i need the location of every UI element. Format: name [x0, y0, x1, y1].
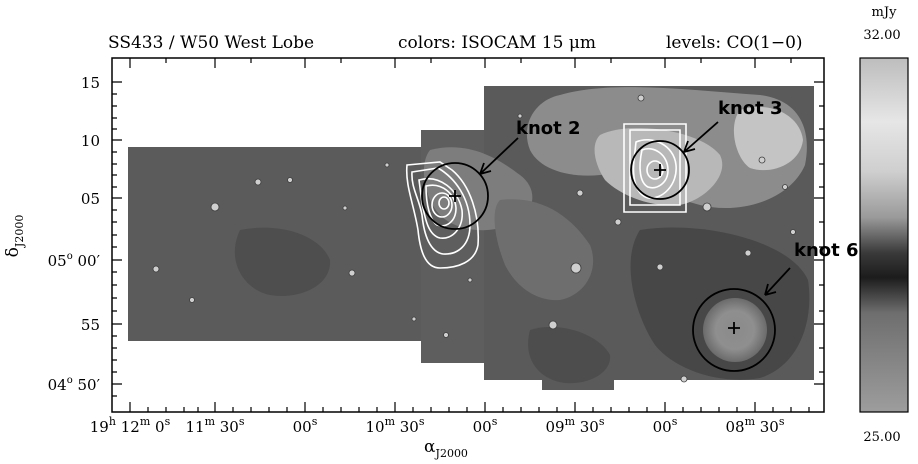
- contour-group-knot2: [405, 161, 480, 269]
- colorbar-min-label: 25.00: [863, 430, 900, 445]
- title-colors: colors: ISOCAM 15 μm: [398, 33, 596, 53]
- knot-2-cross: [449, 190, 461, 202]
- knot-2-arrow: [479, 137, 519, 175]
- knot-3-label: knot 3: [718, 98, 783, 119]
- co-contours: [405, 123, 687, 269]
- colorbar-unit: mJy: [872, 5, 898, 20]
- isocam-image: [128, 86, 814, 390]
- x-tick-label: 00s: [653, 415, 678, 436]
- y-tick-labels: 15 10 05 05o 00′ 55 04o 50′: [48, 74, 101, 394]
- y-ticks-right: [814, 81, 824, 385]
- y-ticks-left: [112, 81, 122, 397]
- emission-patch-bright-core: [733, 106, 803, 171]
- x-tick-label: 09m 30s: [545, 415, 604, 436]
- knot-2-label: knot 2: [516, 118, 581, 139]
- title-levels: levels: CO(1−0): [666, 33, 803, 53]
- knot-3-arrow: [683, 121, 719, 153]
- x-ticks-bottom: [129, 402, 810, 412]
- knot-markers: [421, 140, 776, 372]
- emission-patch-knot6: [703, 298, 767, 362]
- y-tick-label: 05o 00′: [48, 251, 101, 270]
- x-tick-label: 00s: [473, 415, 498, 436]
- x-tick-label: 11m 30s: [185, 415, 244, 436]
- emission-patch-south: [528, 326, 611, 384]
- x-tick-label: 08m 30s: [725, 415, 784, 436]
- knot-6-circle: [692, 288, 776, 372]
- x-axis-title: αJ2000: [424, 437, 468, 460]
- x-tick-label: 00s: [293, 415, 318, 436]
- y-tick-label: 05: [81, 190, 100, 208]
- colorbar-scale: [859, 57, 909, 413]
- knot-3-cross: [654, 164, 666, 176]
- point-sources: [152, 94, 796, 383]
- emission-patch-middle: [494, 199, 594, 301]
- x-tick-label: 19h 12m 0s: [90, 415, 171, 436]
- y-tick-label: 15: [81, 74, 100, 92]
- y-tick-label: 04o 50′: [48, 375, 101, 394]
- knot-3-circle: [630, 140, 690, 200]
- knot-2-circle: [421, 162, 489, 230]
- knot-6-cross: [728, 322, 740, 334]
- emission-patch-west-dark: [234, 227, 331, 296]
- knot-6-arrow: [764, 267, 791, 296]
- y-tick-label: 55: [81, 316, 100, 334]
- y-tick-label: 10: [81, 132, 100, 150]
- title-object: SS433 / W50 West Lobe: [108, 33, 314, 53]
- colorbar-max-label: 32.00: [863, 28, 900, 43]
- x-tick-label: 10m 30s: [365, 415, 424, 436]
- knot-arrows: [479, 121, 791, 296]
- x-ticks-top: [129, 58, 792, 68]
- knot-6-label: knot 6: [794, 240, 859, 261]
- x-tick-labels: 19h 12m 0s 11m 30s 00s 10m 30s 00s 09m 30s 00s…: [90, 415, 785, 436]
- colorbar: mJy 32.00 25.00: [859, 5, 909, 445]
- y-axis-title: δJ2000: [3, 215, 26, 258]
